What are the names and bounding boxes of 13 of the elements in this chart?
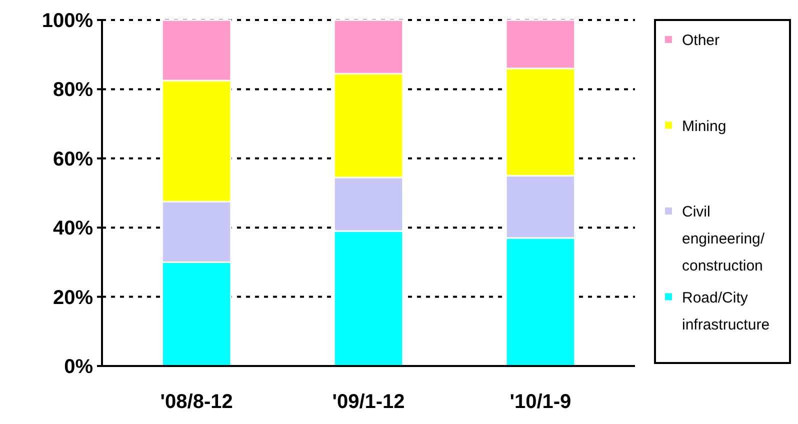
y-tick-label: 40%: [52, 218, 94, 240]
x-tick-label: '09/1-12: [332, 391, 405, 413]
x-tick-label: '10/1-9: [510, 391, 572, 413]
legend-label: Road/City infrastructure: [682, 289, 770, 334]
x-tick-label: '08/8-12: [160, 391, 233, 413]
legend-label: Civil engineering/construction: [682, 204, 766, 274]
y-tick-label: 20%: [52, 286, 94, 309]
y-tick-label: 0%: [64, 356, 94, 378]
y-tick-label: 60%: [52, 148, 94, 170]
y-tick-label: 80%: [52, 79, 94, 102]
y-tick-label: 100%: [42, 10, 94, 32]
legend-label: Other: [682, 32, 720, 49]
legend-label: Mining: [682, 118, 726, 135]
